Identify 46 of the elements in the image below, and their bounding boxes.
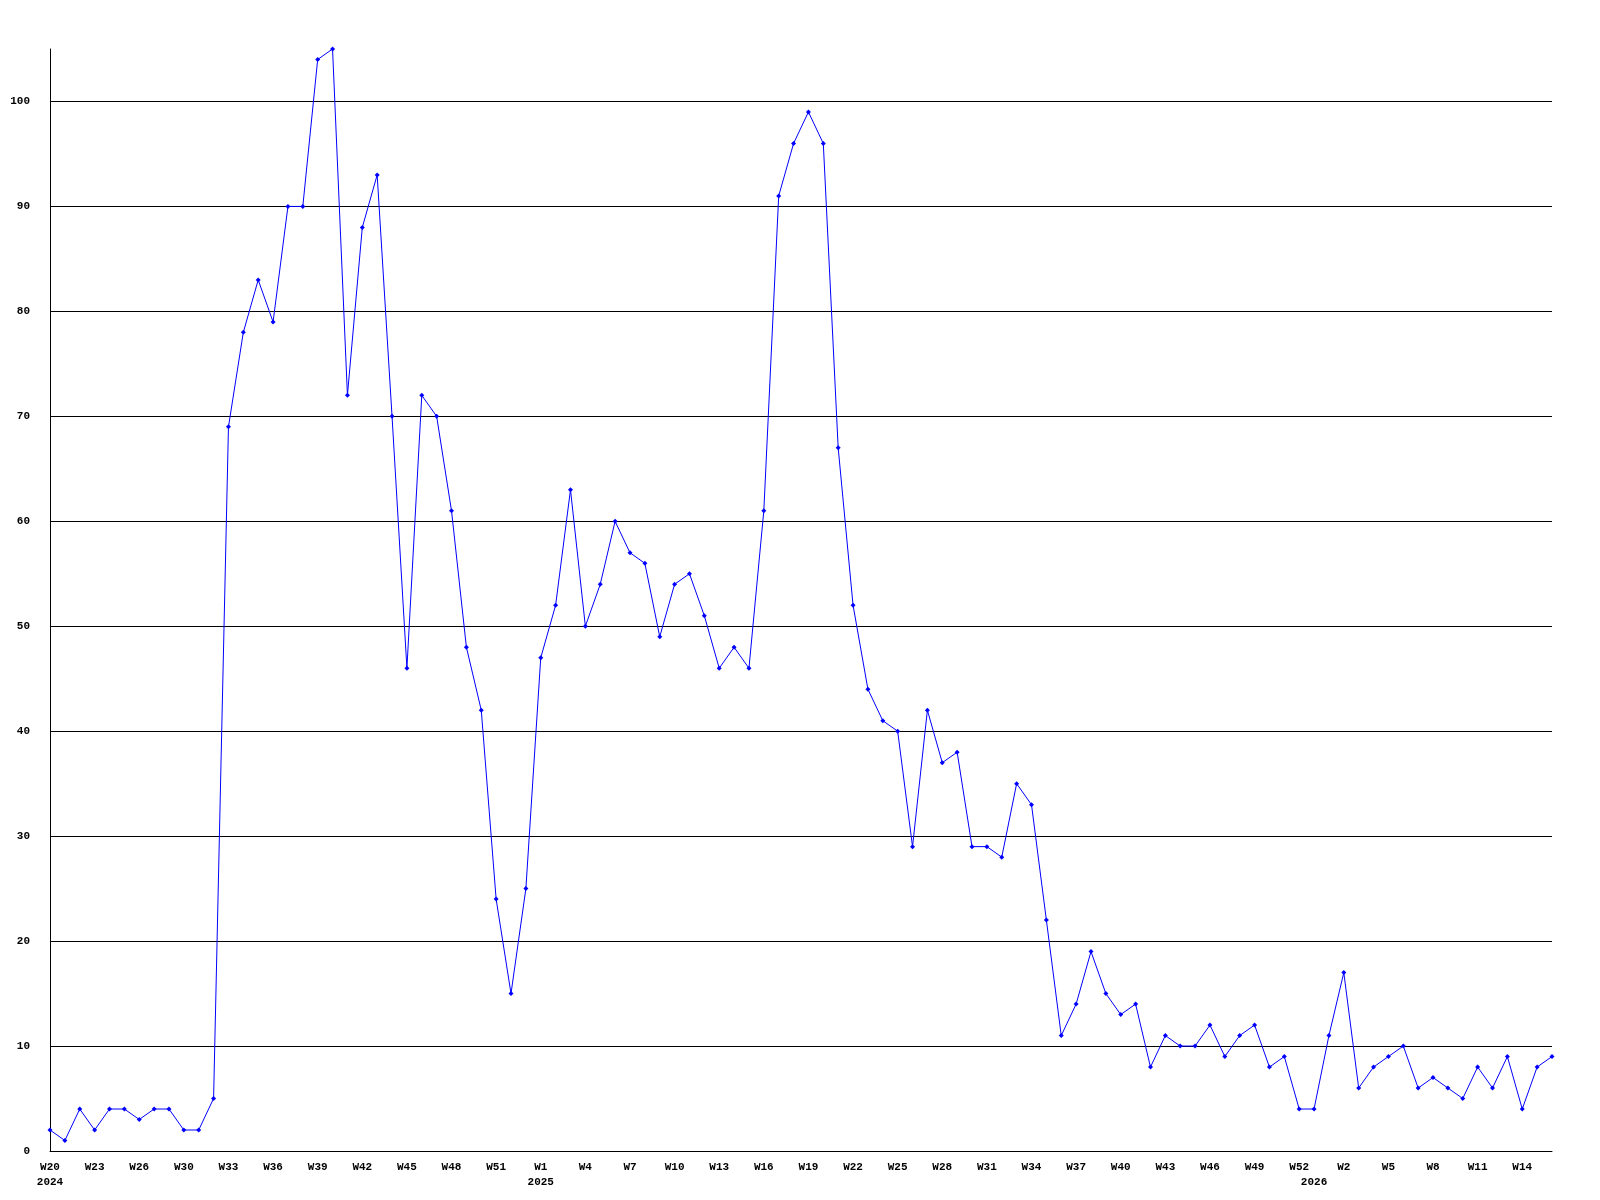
- x-tick-label: W30: [173, 1160, 194, 1173]
- x-tick-label: W1 2025: [527, 1160, 555, 1188]
- x-tick-label: W36: [263, 1160, 283, 1173]
- x-tick-label: W49: [1244, 1160, 1265, 1173]
- x-tick-label: W11: [1467, 1160, 1488, 1173]
- y-tick-label: 90: [16, 200, 30, 213]
- y-tick-label: 100: [10, 95, 30, 108]
- x-tick-label: W2: [1337, 1160, 1351, 1173]
- x-tick-label: W4: [578, 1160, 593, 1173]
- x-tick-label: W8: [1426, 1160, 1441, 1173]
- x-tick-label: W31: [976, 1160, 998, 1173]
- x-tick-label: W16: [753, 1160, 774, 1173]
- x-tick-label: W19: [798, 1160, 819, 1173]
- x-tick-label: W28: [932, 1160, 953, 1173]
- y-tick-label: 10: [16, 1040, 30, 1053]
- x-tick-label: W51: [486, 1160, 507, 1173]
- x-tick-label: W26: [129, 1160, 150, 1173]
- y-tick-label: 0: [23, 1145, 30, 1157]
- x-tick-label: W20 2024: [36, 1160, 64, 1188]
- y-tick-label: 80: [16, 305, 30, 318]
- x-tick-label: W14: [1512, 1160, 1533, 1173]
- x-tick-label: W22: [843, 1160, 863, 1173]
- x-tick-label: W37: [1066, 1160, 1087, 1173]
- x-tick-label: W46: [1200, 1160, 1220, 1173]
- y-tick-label: 70: [16, 410, 30, 423]
- x-tick-label: W10: [664, 1160, 685, 1173]
- x-tick-label: W5: [1381, 1160, 1396, 1173]
- x-tick-label: W40: [1110, 1160, 1131, 1173]
- y-tick-label: 30: [16, 830, 30, 843]
- x-tick-label: W33: [218, 1160, 239, 1173]
- x-tick-label: W45: [397, 1160, 418, 1173]
- x-tick-label: W13: [709, 1160, 730, 1173]
- x-tick-label: W25: [887, 1160, 908, 1173]
- x-tick-label: W23: [84, 1160, 105, 1173]
- y-tick-label: 50: [16, 620, 30, 633]
- x-tick-label: W39: [307, 1160, 328, 1173]
- y-tick-label: 40: [16, 725, 30, 738]
- y-tick-label: 60: [16, 515, 30, 528]
- x-tick-label: W34: [1021, 1160, 1042, 1173]
- x-tick-label: W52: [1289, 1160, 1310, 1173]
- x-tick-label: 2026: [1300, 1175, 1328, 1188]
- x-tick-label: W42: [352, 1160, 373, 1173]
- x-tick-label: W48: [441, 1160, 462, 1173]
- y-tick-label: 20: [16, 935, 30, 948]
- x-tick-label: W7: [623, 1160, 637, 1173]
- x-tick-label: W43: [1155, 1160, 1176, 1173]
